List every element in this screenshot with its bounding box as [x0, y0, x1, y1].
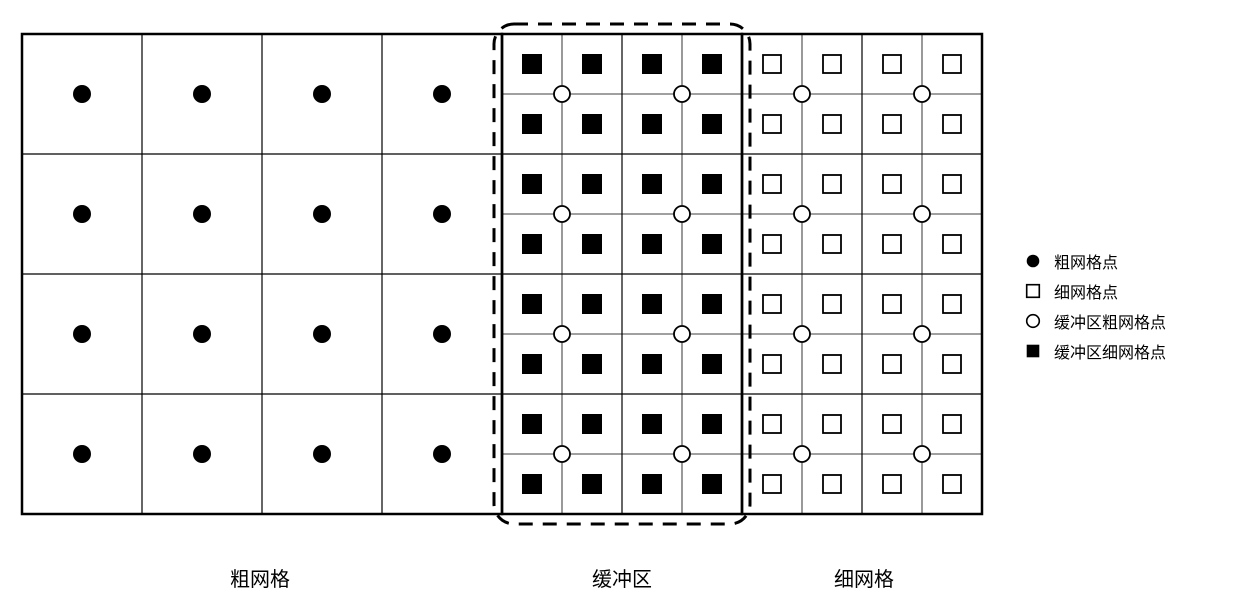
- diagram-wrapper: 粗网格 缓冲区 细网格: [20, 20, 984, 592]
- legend-item: 细网格点: [1024, 279, 1166, 303]
- legend-item: 粗网格点: [1024, 249, 1166, 273]
- filled-circle-icon: [1024, 252, 1042, 270]
- legend-item: 缓冲区粗网格点: [1024, 309, 1166, 333]
- legend-label: 缓冲区粗网格点: [1054, 309, 1166, 333]
- buffer-label: 缓冲区: [502, 563, 742, 592]
- figure-container: 粗网格 缓冲区 细网格 粗网格点细网格点缓冲区粗网格点缓冲区细网格点: [20, 20, 1220, 592]
- legend-label: 粗网格点: [1054, 249, 1118, 273]
- legend-item: 缓冲区细网格点: [1024, 339, 1166, 363]
- legend-label: 缓冲区细网格点: [1054, 339, 1166, 363]
- open-circle-icon: [1024, 312, 1042, 330]
- section-labels: 粗网格 缓冲区 细网格: [20, 563, 984, 592]
- legend: 粗网格点细网格点缓冲区粗网格点缓冲区细网格点: [1024, 243, 1166, 369]
- grid-diagram: [20, 20, 984, 528]
- coarse-label: 粗网格: [20, 563, 500, 592]
- filled-square-icon: [1024, 342, 1042, 360]
- fine-label: 细网格: [744, 563, 984, 592]
- open-square-icon: [1024, 282, 1042, 300]
- legend-label: 细网格点: [1054, 279, 1118, 303]
